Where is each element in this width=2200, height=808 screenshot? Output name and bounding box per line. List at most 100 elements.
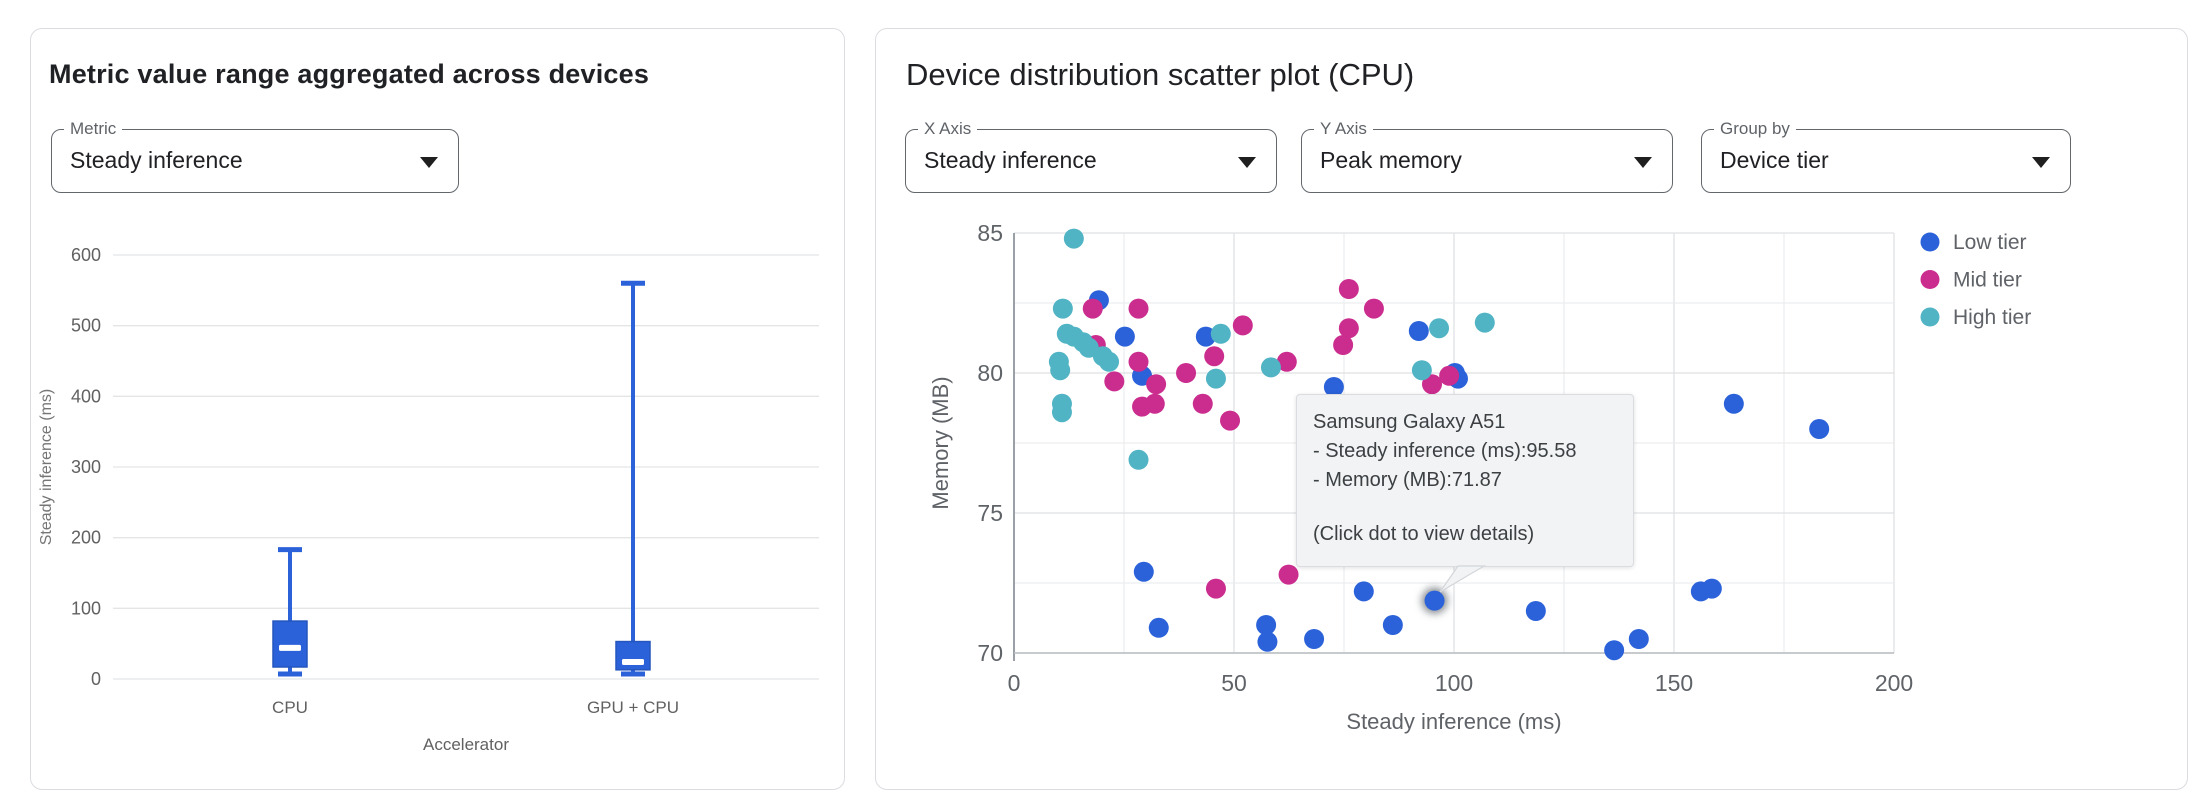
legend: Low tier Mid tier High tier: [1920, 231, 2032, 329]
scatter-point[interactable]: [1192, 393, 1213, 414]
chevron-down-icon: [420, 157, 438, 168]
scatter-series-mid-tier: [1082, 279, 1460, 599]
y-axis-dropdown-value: Peak memory: [1320, 147, 1462, 173]
x-axis-dropdown-label: X Axis: [918, 119, 978, 139]
scatter-point[interactable]: [1257, 631, 1278, 652]
scatter-point[interactable]: [1701, 578, 1722, 599]
scatter-point[interactable]: [1128, 298, 1149, 319]
boxplot-box-cpu[interactable]: [272, 547, 308, 677]
scatter-point[interactable]: [1260, 357, 1281, 378]
scatter-y-axis-title: Memory (MB): [928, 376, 953, 509]
scatter-point[interactable]: [1424, 590, 1445, 611]
scatter-x-tick: 150: [1655, 670, 1693, 696]
y-axis-dropdown[interactable]: Y Axis Peak memory: [1301, 119, 1673, 193]
scatter-point[interactable]: [1525, 601, 1546, 621]
scatter-point[interactable]: [1304, 629, 1325, 649]
scatter-point[interactable]: [1146, 374, 1167, 395]
scatter-point[interactable]: [1323, 377, 1344, 397]
scatter-point[interactable]: [1133, 561, 1154, 582]
scatter-point[interactable]: [1051, 402, 1072, 423]
boxplot-x-axis-title: Accelerator: [423, 735, 509, 754]
group-by-dropdown[interactable]: Group by Device tier: [1701, 119, 2071, 193]
scatter-x-tick: 50: [1221, 670, 1247, 696]
scatter-point[interactable]: [1232, 315, 1253, 336]
boxplot-y-tick: 0: [91, 669, 101, 689]
boxplot-card-title: Metric value range aggregated across dev…: [49, 59, 650, 89]
tooltip-x-value: - Steady inference (ms):95.58: [1313, 440, 1577, 462]
scatter-point[interactable]: [1144, 393, 1165, 414]
scatter-point[interactable]: [1422, 374, 1442, 395]
scatter-y-tick: 85: [977, 220, 1003, 246]
scatter-point[interactable]: [1256, 615, 1277, 635]
boxplot-box-gpucpu[interactable]: [615, 280, 651, 677]
group-by-dropdown-label: Group by: [1714, 119, 1796, 139]
group-by-dropdown-value: Device tier: [1720, 147, 1829, 173]
legend-item-low-tier[interactable]: Low tier: [1920, 231, 2027, 254]
scatter-point[interactable]: [1333, 335, 1354, 355]
boxplot-y-tick: 600: [71, 245, 101, 265]
scatter-point[interactable]: [1204, 346, 1225, 367]
scatter-card: Device distribution scatter plot (CPU) X…: [875, 28, 2188, 790]
boxplot-gridlines: [113, 254, 819, 680]
legend-item-high-tier[interactable]: High tier: [1920, 306, 2032, 329]
scatter-y-tick: 70: [977, 640, 1003, 666]
scatter-point[interactable]: [1439, 365, 1460, 386]
tooltip-device-name: Samsung Galaxy A51: [1313, 411, 1506, 433]
boxplot-chart: 0 100 200 300 400 500 600 CPU GPU + CPU Accelerat…: [38, 245, 819, 754]
scatter-point[interactable]: [1628, 629, 1649, 649]
boxplot-card: Metric value range aggregated across dev…: [30, 28, 845, 790]
scatter-point[interactable]: [1205, 578, 1226, 599]
boxplot-y-tick: 200: [71, 528, 101, 548]
legend-label: Mid tier: [1953, 269, 2022, 292]
scatter-point[interactable]: [1082, 298, 1103, 319]
tooltip-y-value: - Memory (MB):71.87: [1313, 469, 1502, 491]
scatter-card-title: Device distribution scatter plot (CPU): [906, 57, 1415, 92]
scatter-point[interactable]: [1176, 363, 1197, 383]
scatter-point[interactable]: [1408, 321, 1429, 341]
x-axis-dropdown-value: Steady inference: [924, 147, 1097, 173]
scatter-point[interactable]: [1723, 393, 1744, 414]
scatter-point[interactable]: [1148, 617, 1169, 638]
legend-swatch-icon: [1920, 307, 1940, 327]
scatter-point[interactable]: [1278, 564, 1299, 585]
legend-item-mid-tier[interactable]: Mid tier: [1920, 269, 2022, 292]
scatter-point[interactable]: [1128, 449, 1149, 470]
scatter-point[interactable]: [1338, 318, 1359, 339]
scatter-point[interactable]: [1104, 371, 1125, 392]
scatter-point[interactable]: [1382, 615, 1403, 635]
scatter-point[interactable]: [1205, 368, 1226, 389]
legend-label: High tier: [1953, 306, 2031, 329]
boxplot-y-tick: 400: [71, 386, 101, 406]
scatter-point[interactable]: [1050, 360, 1071, 381]
boxplot-axis-labels: 0 100 200 300 400 500 600 CPU GPU + CPU Accelerat…: [38, 245, 679, 754]
metric-dropdown[interactable]: Metric Steady inference: [51, 119, 459, 193]
scatter-point[interactable]: [1063, 228, 1084, 249]
scatter-point[interactable]: [1276, 351, 1297, 372]
boxplot-y-axis-title: Steady inference (ms): [38, 389, 55, 546]
x-axis-dropdown[interactable]: X Axis Steady inference: [905, 119, 1277, 193]
scatter-point[interactable]: [1353, 581, 1374, 602]
scatter-point[interactable]: [1604, 640, 1625, 661]
scatter-point[interactable]: [1363, 298, 1384, 319]
scatter-point[interactable]: [1338, 279, 1359, 299]
scatter-y-tick: 80: [977, 360, 1003, 386]
boxplot-y-tick: 500: [71, 316, 101, 336]
scatter-series-high-tier: [1048, 228, 1495, 470]
scatter-point[interactable]: [1809, 419, 1830, 439]
scatter-point[interactable]: [1099, 351, 1120, 372]
scatter-point[interactable]: [1195, 326, 1216, 347]
legend-swatch-icon: [1920, 232, 1940, 252]
scatter-point[interactable]: [1052, 298, 1073, 319]
boxplot-y-tick: 100: [71, 598, 101, 618]
scatter-axis-labels: 0 50 100 150 200 70 75 80 85 Steady inference (ms…: [928, 220, 1913, 734]
scatter-point[interactable]: [1220, 410, 1241, 431]
device-tooltip: Samsung Galaxy A51 - Steady inference (m…: [1296, 394, 1634, 567]
scatter-point[interactable]: [1128, 351, 1149, 372]
boxplot-y-tick: 300: [71, 457, 101, 477]
scatter-point[interactable]: [1114, 326, 1135, 347]
scatter-point[interactable]: [1411, 360, 1432, 381]
scatter-x-tick: 0: [1008, 670, 1021, 696]
scatter-point[interactable]: [1474, 312, 1495, 333]
scatter-point[interactable]: [1429, 318, 1450, 339]
scatter-point[interactable]: [1210, 323, 1231, 344]
